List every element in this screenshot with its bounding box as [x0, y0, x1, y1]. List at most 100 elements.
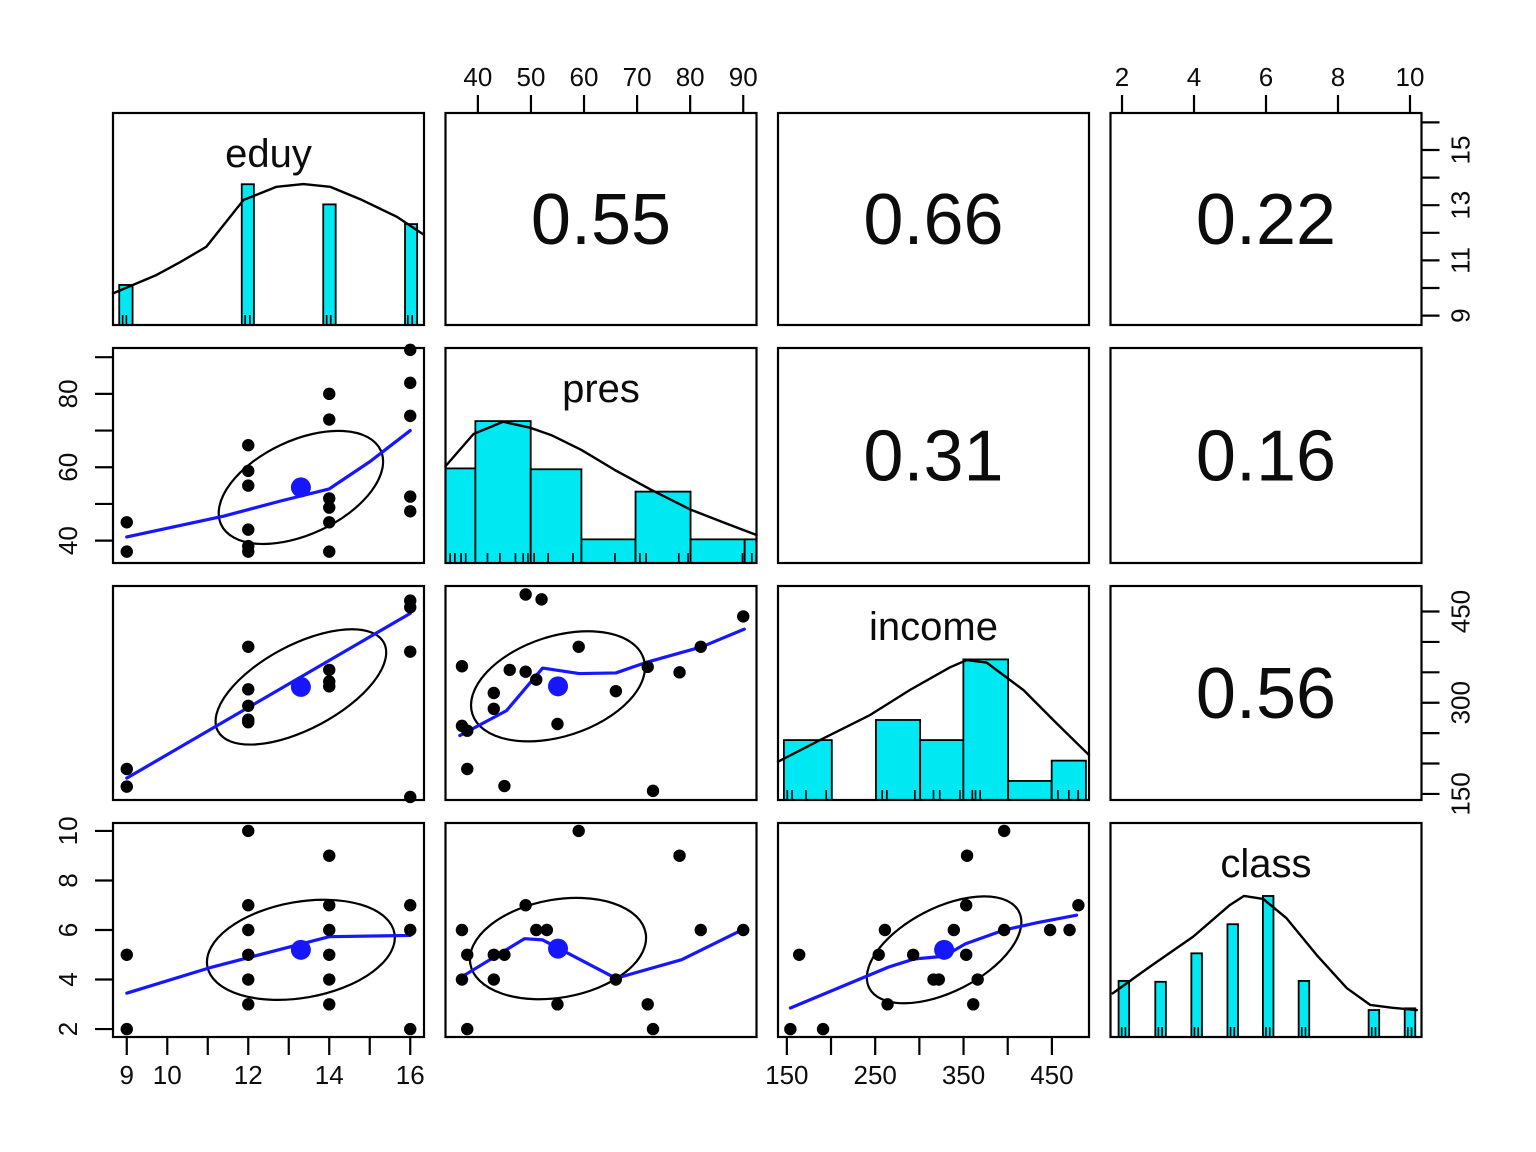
histogram-bars: [783, 658, 1087, 801]
correlation-ellipse: [205, 898, 396, 1001]
data-point: [323, 663, 336, 677]
data-point: [487, 702, 500, 716]
tick-label: 8: [53, 873, 83, 887]
panel-corr-pres_income: 0.31: [776, 346, 1091, 565]
points-layer: [120, 343, 417, 558]
loess-smooth-line: [458, 627, 746, 738]
tick-label: 450: [1446, 590, 1476, 633]
tick-label: 2: [1115, 62, 1129, 92]
tick-label: 6: [53, 923, 83, 937]
data-point: [242, 699, 255, 712]
data-point: [872, 948, 885, 961]
data-point: [540, 923, 554, 937]
panel-title-eduy: eduy: [225, 132, 312, 176]
correlation-ellipse: [469, 630, 647, 743]
data-point: [816, 1022, 830, 1036]
data-point: [737, 923, 750, 937]
data-point: [694, 923, 707, 937]
data-point: [404, 601, 417, 614]
histogram-bar: [1007, 780, 1053, 801]
data-point: [641, 660, 654, 674]
data-point: [242, 824, 255, 838]
axis-left-class: 2 4 6 8 10: [53, 816, 113, 1036]
data-point: [1072, 899, 1085, 912]
points-layer: [784, 824, 1085, 1036]
data-point: [793, 948, 806, 961]
mean-dot: [290, 477, 311, 498]
correlation-value-pres_income: 0.31: [863, 417, 1003, 497]
data-point: [461, 762, 474, 776]
data-point: [455, 973, 469, 986]
data-point: [932, 973, 946, 986]
mean-dot: [548, 938, 569, 959]
data-point: [530, 673, 543, 686]
data-point: [323, 680, 336, 693]
data-point: [120, 762, 133, 776]
data-point: [878, 923, 892, 937]
data-point: [242, 715, 255, 729]
data-point: [906, 948, 920, 961]
histogram-bar: [580, 538, 637, 564]
rug-ticks: [449, 553, 753, 562]
tick-label: 150: [765, 1060, 808, 1090]
axis-top-class: 2 4 6 8 10: [1115, 62, 1424, 113]
correlation-value-eduy_class: 0.22: [1196, 180, 1336, 260]
data-point: [967, 998, 980, 1011]
data-point: [487, 973, 500, 986]
tick-label: 9: [120, 1060, 134, 1090]
data-point: [737, 610, 750, 623]
data-point: [503, 663, 516, 677]
histogram-bars: [444, 420, 758, 564]
loess-smooth-line: [125, 611, 412, 780]
density-curve: [444, 420, 758, 537]
data-point: [519, 588, 532, 601]
data-point: [455, 660, 469, 673]
density-curve: [1111, 894, 1419, 1012]
data-point: [1043, 923, 1057, 937]
data-point: [323, 923, 336, 937]
histogram-bar: [743, 538, 758, 564]
data-point: [404, 490, 417, 503]
data-point: [1063, 923, 1076, 937]
data-point: [784, 1022, 797, 1036]
tick-label: 70: [623, 62, 652, 92]
panel-border: [111, 111, 426, 327]
data-point: [323, 545, 336, 558]
histogram-bar: [634, 490, 692, 564]
data-point: [242, 439, 255, 452]
data-point: [551, 717, 564, 731]
axis-right-income: 150 300 450: [1421, 590, 1476, 816]
correlation-ellipse: [214, 628, 388, 746]
tick-label: 12: [234, 1060, 263, 1090]
panel-border: [1109, 346, 1423, 565]
tick-label: 10: [53, 816, 83, 845]
tick-label: 6: [1259, 62, 1273, 92]
axis-top-pres: 40 50 60 70 80 90: [463, 62, 758, 113]
panel-border: [444, 346, 758, 565]
panel-border: [1109, 821, 1423, 1039]
data-point: [242, 479, 255, 492]
panel-corr-eduy_income: 0.66: [776, 111, 1091, 327]
correlation-ellipse: [468, 896, 648, 1001]
data-point: [242, 523, 255, 536]
data-point: [519, 899, 532, 912]
data-point: [323, 998, 336, 1011]
panel-border: [776, 111, 1091, 327]
tick-label: 14: [315, 1060, 344, 1090]
data-point: [694, 640, 707, 653]
histogram-bars: [118, 183, 419, 326]
panel-corr-eduy_pres: 0.55: [444, 111, 758, 327]
tick-label: 4: [53, 972, 83, 986]
points-layer: [455, 824, 750, 1036]
rug-ticks: [121, 315, 413, 324]
data-point: [120, 780, 133, 793]
panel-scatter-class_vs_income: [776, 821, 1091, 1039]
data-point: [120, 948, 133, 961]
tick-label: 40: [53, 526, 83, 555]
panel-corr-income_class: 0.56: [1109, 584, 1423, 802]
correlation-value-eduy_income: 0.66: [863, 180, 1003, 260]
data-point: [519, 665, 532, 678]
data-point: [455, 923, 469, 937]
